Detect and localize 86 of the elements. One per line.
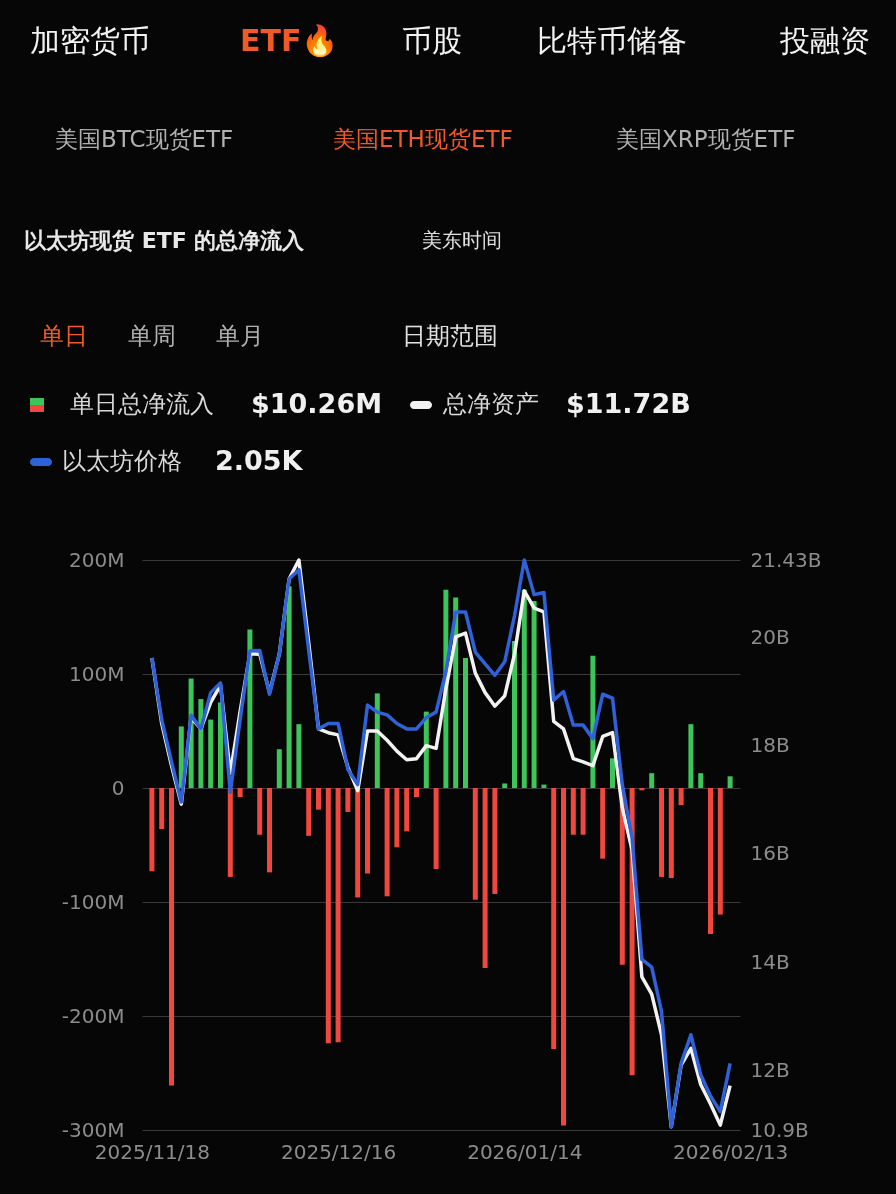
bar	[600, 788, 606, 859]
bar	[708, 788, 713, 934]
bar	[639, 788, 645, 791]
bar	[325, 788, 331, 1044]
bar	[668, 788, 674, 879]
text: $10.26M	[251, 388, 383, 419]
chart-title: 以太坊现货 ETF 的总净流入	[24, 228, 306, 253]
bar	[649, 773, 655, 788]
bar	[482, 788, 488, 969]
text: 单周	[128, 322, 176, 350]
y2-tick-label: 16B	[750, 841, 790, 866]
x-tick-label: 2026/01/14	[467, 1139, 583, 1164]
bar	[306, 788, 312, 836]
bar	[198, 699, 204, 788]
text: 美国BTC现货ETF	[55, 126, 234, 152]
x-tick-label: 2025/11/18	[94, 1139, 211, 1164]
y2-tick-label: 14B	[750, 949, 790, 974]
bar	[257, 788, 263, 835]
bar	[580, 788, 586, 835]
legend-label: 单日总净流入	[70, 390, 214, 418]
y-tick-label: -200M	[61, 1003, 125, 1028]
y2-tick-label: 10.9B	[750, 1117, 809, 1142]
y2-tick-label: 21.43B	[750, 547, 822, 572]
bar	[218, 702, 223, 788]
bar	[727, 776, 733, 788]
x-tick-label: 2026/02/13	[672, 1139, 789, 1164]
bar	[374, 693, 380, 788]
bar	[149, 788, 155, 872]
bar	[335, 788, 341, 1043]
bar	[463, 658, 468, 788]
bar	[610, 758, 615, 788]
bar	[296, 724, 302, 788]
bar	[345, 788, 351, 812]
bar	[316, 788, 321, 810]
text: 日期范围	[402, 322, 498, 350]
bar	[414, 788, 419, 798]
bar	[492, 788, 498, 895]
bar	[384, 788, 390, 897]
text: 2.05K	[215, 445, 304, 476]
legend-label: 总净资产	[442, 390, 539, 418]
bar	[286, 586, 292, 788]
bar	[531, 601, 537, 788]
y2-tick-label: 20B	[750, 624, 790, 649]
text: 投融资	[779, 23, 870, 58]
y2-tick-label: 18B	[750, 733, 790, 758]
legend-label: 以太坊价格	[62, 447, 182, 475]
bar	[717, 788, 723, 915]
text: 比特币储备	[537, 23, 687, 58]
bar	[551, 788, 557, 1050]
bar	[521, 589, 527, 788]
text: 单日	[40, 322, 88, 350]
bar	[659, 788, 664, 877]
bar	[394, 788, 400, 848]
y2-tick-label: 12B	[750, 1057, 790, 1082]
y-tick-label: -300M	[61, 1117, 125, 1142]
bar	[561, 788, 566, 1126]
bar	[404, 788, 410, 832]
bar	[227, 788, 233, 877]
text: ETF🔥	[240, 23, 339, 58]
text: 币股	[402, 23, 462, 58]
bar	[267, 788, 272, 873]
bar	[355, 788, 361, 898]
y-tick-label: 100M	[69, 661, 125, 686]
bar	[570, 788, 576, 835]
text: 加密货币	[30, 23, 150, 58]
text: 美国XRP现货ETF	[616, 126, 796, 152]
bar	[502, 783, 508, 788]
bar	[169, 788, 174, 1086]
x-tick-label: 2025/12/16	[280, 1139, 397, 1164]
text: 美东时间	[422, 228, 502, 252]
text: 单月	[216, 322, 264, 350]
bar	[472, 788, 478, 900]
bar	[678, 788, 684, 806]
text: 美国ETH现货ETF	[333, 126, 513, 152]
y-tick-label: -100M	[61, 889, 125, 914]
bar	[433, 788, 439, 869]
bar	[698, 773, 704, 788]
bar	[276, 749, 282, 788]
bar	[208, 719, 214, 788]
bar	[237, 788, 243, 798]
bar	[688, 724, 694, 788]
bar	[159, 788, 165, 830]
bar	[365, 788, 370, 874]
y-tick-label: 200M	[69, 547, 125, 572]
text: $11.72B	[566, 388, 691, 419]
y-tick-label: 0	[111, 775, 125, 800]
